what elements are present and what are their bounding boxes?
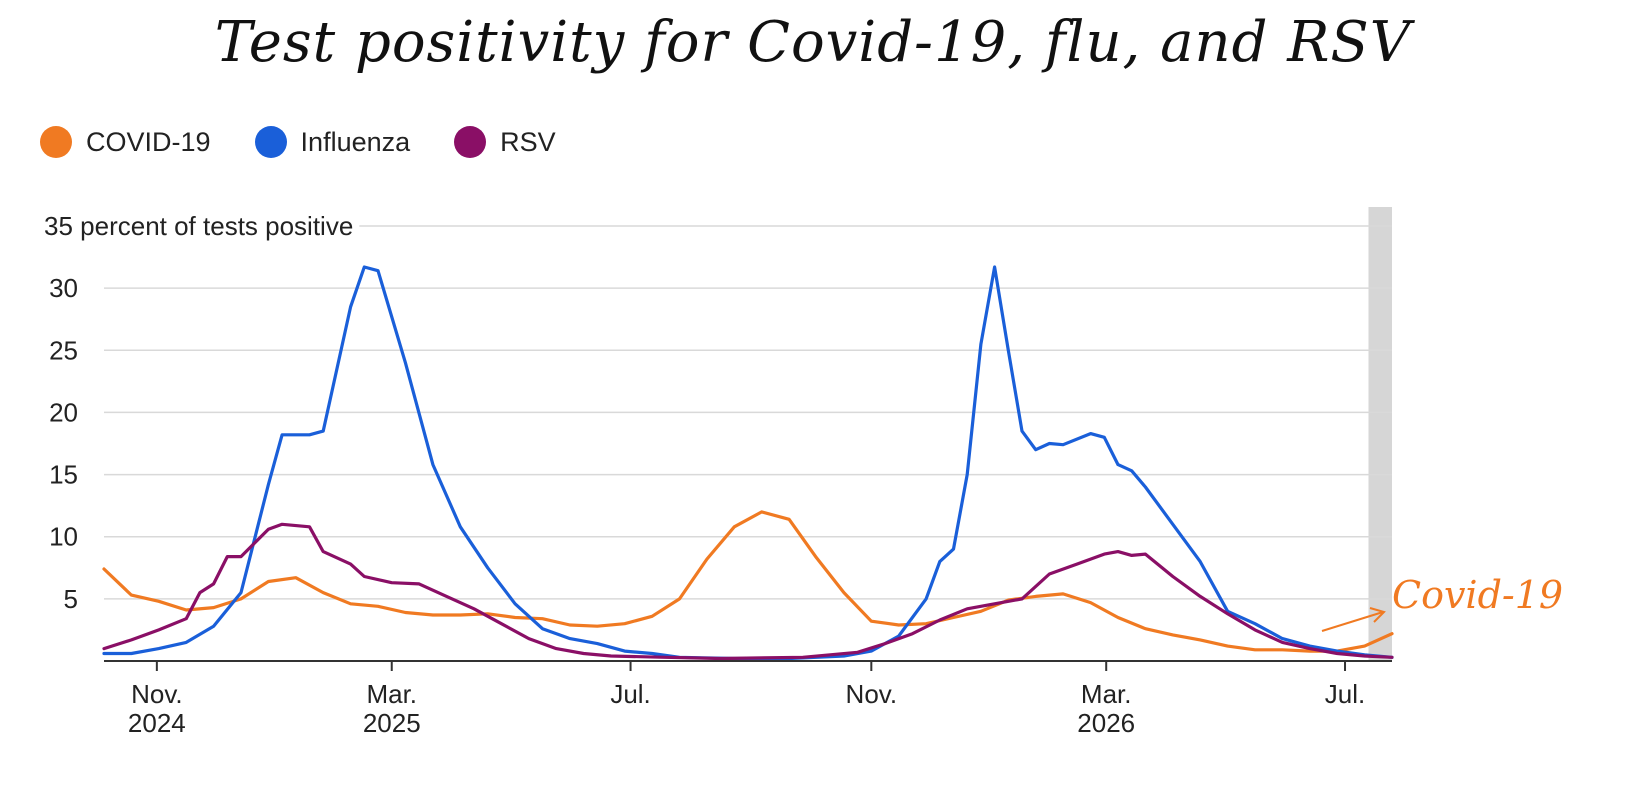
x-tick-year-label: 2025 [363,708,421,738]
y-tick-label: 20 [49,397,78,427]
legend-item-influenza[interactable]: Influenza [254,126,411,158]
y-tick-label: 30 [49,273,78,303]
x-tick-year-label: 2024 [128,708,186,738]
y-axis-label-bg [40,209,360,243]
annotation-arrowhead [1369,607,1386,623]
series-line-covid-19 [102,510,1394,653]
series-line-rsv [102,522,1394,661]
legend-item-covid[interactable]: COVID-19 [40,126,211,158]
y-tick-label: 35 [44,211,80,241]
x-tick-label: Jul. [1325,679,1365,709]
chart-title: Test positivity for Covid-19, flu, and R… [214,10,1412,75]
legend-label-influenza: Influenza [300,126,411,157]
y-tick-label: 10 [49,522,78,552]
x-tick-label: Mar. [366,679,417,709]
y-axis-label: 35 percent of tests positive [44,211,353,241]
y-tick-label: 15 [49,460,78,490]
legend-swatch-rsv [454,126,487,158]
x-tick-label: Nov. [131,679,183,709]
x-tick-year-label: 2026 [1077,708,1135,738]
y-tick-label: 25 [49,335,78,365]
x-tick-label: Nov. [846,679,898,709]
recent-period-band [1368,207,1392,661]
legend-item-rsv[interactable]: RSV [454,126,556,158]
x-tick-label: Mar. [1081,679,1132,709]
legend-swatch-covid [40,126,72,158]
series-line-influenza [102,265,1394,661]
legend: COVID-19 Influenza RSV [40,126,600,158]
y-axis-title: percent of tests positive [80,211,353,241]
y-tick-label: 5 [64,584,78,614]
legend-swatch-influenza [254,126,287,158]
x-tick-label: Jul. [610,679,650,709]
annotation-arrow [1321,611,1384,632]
legend-label-covid: COVID-19 [86,126,211,157]
legend-label-rsv: RSV [500,126,556,157]
annotation-label: Covid-19 [1392,573,1563,617]
